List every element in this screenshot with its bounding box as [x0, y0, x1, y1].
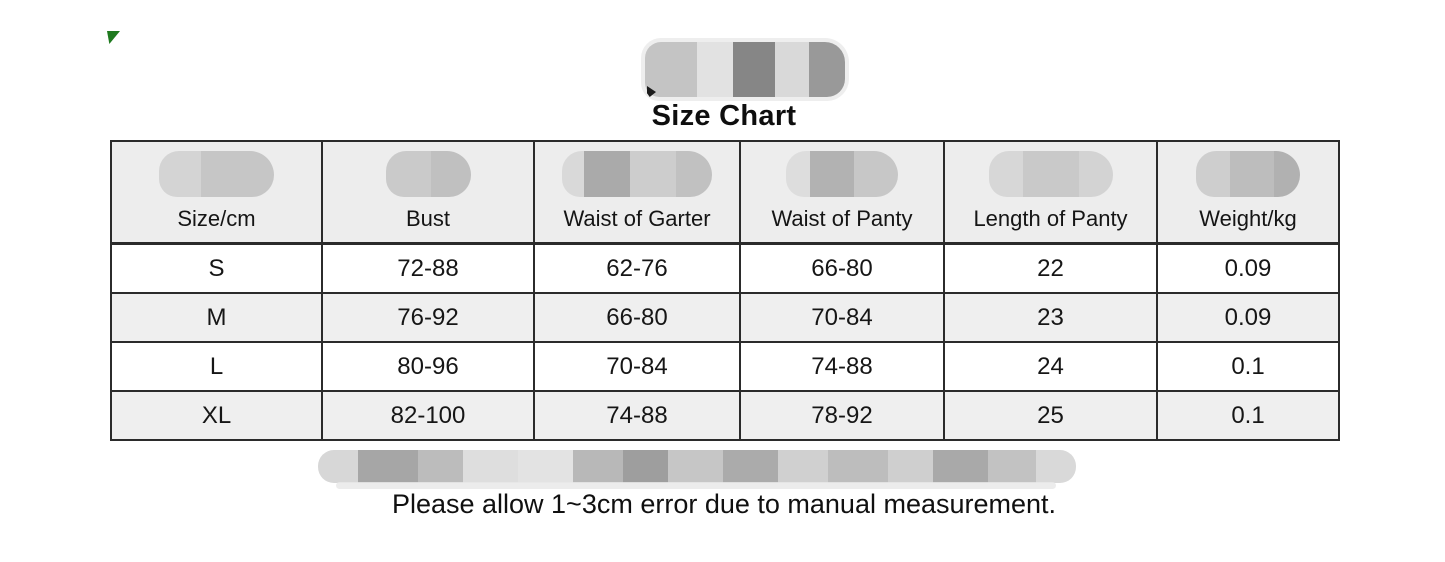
cell-length-panty: 23: [943, 292, 1158, 343]
cell-bust: 80-96: [321, 341, 535, 392]
cell-weight: 0.1: [1156, 390, 1340, 441]
redacted-header-text: [1196, 151, 1300, 197]
cell-bust: 72-88: [321, 242, 535, 294]
cell-waist-garter: 66-80: [533, 292, 741, 343]
redacted-brand-text: [645, 42, 845, 97]
table-row-s: S 72-88 62-76 66-80 22 0.09: [110, 242, 1340, 294]
redaction-shadow: [336, 482, 1056, 489]
cell-waist-garter: 74-88: [533, 390, 741, 441]
column-header-label: Length of Panty: [973, 206, 1128, 231]
column-header-waist-panty: Waist of Panty: [739, 140, 945, 245]
size-chart-table: Size/cm Bust Waist of Garter: [110, 140, 1340, 441]
cell-bust: 76-92: [321, 292, 535, 343]
cell-waist-panty: 66-80: [739, 242, 945, 294]
cell-waist-garter: 70-84: [533, 341, 741, 392]
green-triangle-mark: [107, 31, 120, 44]
measurement-note: Please allow 1~3cm error due to manual m…: [391, 489, 1057, 519]
column-header-weight: Weight/kg: [1156, 140, 1340, 245]
table-row-l: L 80-96 70-84 74-88 24 0.1: [110, 341, 1340, 392]
column-header-label: Waist of Garter: [563, 206, 711, 231]
cell-length-panty: 22: [943, 242, 1158, 294]
cell-bust: 82-100: [321, 390, 535, 441]
redacted-header-text: [988, 151, 1113, 197]
cell-size: L: [110, 341, 323, 392]
column-header-label: Bust: [405, 206, 451, 231]
page-title: Size Chart: [651, 100, 797, 132]
cell-weight: 0.09: [1156, 292, 1340, 343]
redacted-header-text: [562, 151, 712, 197]
redacted-header-text: [385, 151, 471, 197]
column-header-length-panty: Length of Panty: [943, 140, 1158, 245]
cell-size: S: [110, 242, 323, 294]
cell-waist-panty: 70-84: [739, 292, 945, 343]
cell-length-panty: 24: [943, 341, 1158, 392]
cell-weight: 0.09: [1156, 242, 1340, 294]
redacted-header-text: [786, 151, 898, 197]
cell-size: M: [110, 292, 323, 343]
column-header-size: Size/cm: [110, 140, 323, 245]
cell-length-panty: 25: [943, 390, 1158, 441]
cell-size: XL: [110, 390, 323, 441]
table-row-xl: XL 82-100 74-88 78-92 25 0.1: [110, 390, 1340, 441]
column-header-label: Size/cm: [177, 206, 256, 231]
artifact-mark: [647, 86, 656, 97]
cell-waist-panty: 78-92: [739, 390, 945, 441]
table-row-m: M 76-92 66-80 70-84 23 0.09: [110, 292, 1340, 343]
cell-waist-garter: 62-76: [533, 242, 741, 294]
cell-waist-panty: 74-88: [739, 341, 945, 392]
cell-weight: 0.1: [1156, 341, 1340, 392]
redacted-header-text: [159, 151, 274, 197]
redacted-note-text: [318, 450, 1076, 483]
table-header-row: Size/cm Bust Waist of Garter: [110, 140, 1340, 245]
column-header-label: Weight/kg: [1199, 206, 1297, 231]
column-header-waist-garter: Waist of Garter: [533, 140, 741, 245]
column-header-label: Waist of Panty: [771, 206, 913, 231]
column-header-bust: Bust: [321, 140, 535, 245]
